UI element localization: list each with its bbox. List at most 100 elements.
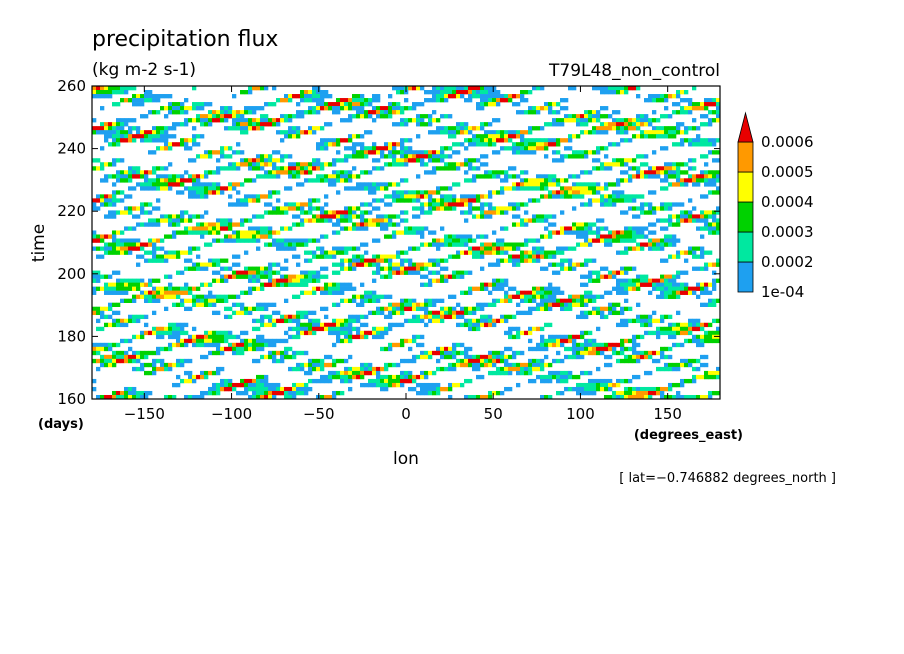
field-cell	[100, 354, 105, 360]
field-cell	[428, 114, 433, 119]
field-cell	[516, 102, 521, 107]
field-cell	[308, 362, 313, 368]
field-cell	[196, 186, 201, 191]
field-cell	[360, 94, 365, 99]
field-cell	[680, 282, 685, 287]
field-cell	[136, 358, 141, 364]
field-cell	[276, 318, 281, 324]
field-cell	[540, 174, 545, 179]
field-cell	[516, 130, 521, 135]
field-cell	[100, 90, 105, 95]
field-cell	[300, 326, 305, 332]
field-cell	[248, 166, 253, 171]
field-cell	[380, 150, 385, 155]
field-cell	[660, 294, 665, 299]
field-cell	[580, 350, 585, 356]
field-cell	[204, 334, 209, 340]
field-cell	[376, 266, 381, 271]
field-cell	[172, 382, 177, 388]
field-cell	[160, 358, 165, 364]
field-cell	[96, 270, 101, 275]
field-cell	[708, 322, 713, 328]
field-cell	[172, 122, 177, 127]
field-cell	[544, 102, 549, 107]
field-cell	[364, 298, 369, 303]
field-cell	[108, 286, 113, 291]
field-cell	[184, 342, 189, 348]
field-cell	[540, 362, 545, 368]
field-cell	[600, 122, 605, 127]
field-cell	[284, 298, 289, 303]
field-cell	[336, 246, 341, 251]
field-cell	[712, 190, 717, 195]
field-cell	[240, 126, 245, 131]
field-cell	[144, 202, 149, 207]
field-cell	[396, 378, 401, 384]
field-cell	[320, 286, 325, 291]
field-cell	[176, 178, 181, 183]
field-cell	[324, 234, 329, 239]
field-cell	[616, 282, 621, 287]
field-cell	[688, 210, 693, 215]
field-cell	[360, 102, 365, 107]
field-cell	[328, 94, 333, 99]
field-cell	[316, 238, 321, 243]
field-cell	[672, 294, 677, 299]
field-cell	[100, 178, 105, 183]
field-cell	[436, 346, 441, 352]
field-cell	[632, 386, 637, 392]
field-cell	[120, 138, 125, 143]
field-cell	[304, 98, 309, 103]
field-cell	[296, 386, 301, 392]
field-cell	[576, 134, 581, 139]
field-cell	[608, 198, 613, 203]
field-cell	[528, 106, 533, 111]
field-cell	[116, 278, 121, 283]
field-cell	[288, 174, 293, 179]
field-cell	[644, 386, 649, 392]
field-cell	[520, 130, 525, 135]
field-cell	[348, 334, 353, 340]
field-cell	[256, 286, 261, 291]
field-cell	[604, 382, 609, 388]
field-cell	[376, 186, 381, 191]
field-cell	[536, 198, 541, 203]
field-cell	[120, 246, 125, 251]
field-cell	[396, 302, 401, 307]
field-cell	[300, 314, 305, 320]
field-cell	[340, 374, 345, 380]
field-cell	[640, 194, 645, 199]
field-cell	[344, 286, 349, 291]
field-cell	[164, 134, 169, 139]
field-cell	[356, 174, 361, 179]
field-cell	[284, 278, 289, 283]
field-cell	[136, 350, 141, 356]
field-cell	[144, 182, 149, 187]
field-cell	[600, 126, 605, 131]
field-cell	[168, 102, 173, 107]
field-cell	[576, 386, 581, 392]
field-cell	[300, 90, 305, 95]
field-cell	[608, 386, 613, 392]
field-cell	[484, 246, 489, 251]
field-cell	[504, 226, 509, 231]
field-cell	[588, 226, 593, 231]
field-cell	[144, 314, 149, 320]
field-cell	[464, 210, 469, 215]
field-cell	[712, 374, 717, 380]
field-cell	[604, 114, 609, 119]
field-cell	[696, 322, 701, 328]
field-cell	[440, 274, 445, 279]
field-cell	[324, 290, 329, 295]
field-cell	[356, 94, 361, 99]
field-cell	[444, 146, 449, 151]
field-cell	[140, 102, 145, 107]
field-cell	[192, 182, 197, 187]
field-cell	[292, 238, 297, 243]
field-cell	[468, 198, 473, 203]
field-cell	[504, 246, 509, 251]
field-cell	[636, 246, 641, 251]
field-cell	[124, 194, 129, 199]
field-cell	[344, 282, 349, 287]
field-cell	[400, 258, 405, 263]
